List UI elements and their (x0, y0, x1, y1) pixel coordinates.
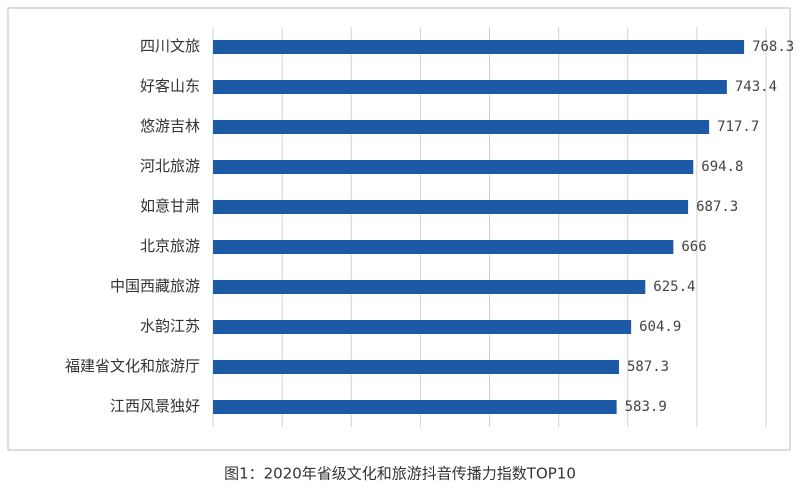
caption: 图1：2020年省级文化和旅游抖音传播力指数TOP10 (224, 465, 576, 483)
value-label: 717.7 (717, 119, 759, 135)
bar (213, 120, 710, 134)
value-label: 583.9 (625, 399, 667, 415)
value-label: 666 (681, 239, 706, 255)
category-label: 好客山东 (140, 77, 200, 95)
category-label: 福建省文化和旅游厅 (65, 357, 200, 375)
category-label: 河北旅游 (140, 157, 200, 175)
bar (213, 240, 674, 254)
category-label: 如意甘肃 (140, 197, 200, 215)
value-label: 625.4 (653, 279, 695, 295)
category-label: 北京旅游 (140, 237, 200, 255)
value-label: 604.9 (639, 319, 681, 335)
bar (213, 280, 646, 294)
bar (213, 40, 745, 54)
category-label: 水韵江苏 (140, 317, 200, 335)
value-label: 694.8 (701, 159, 743, 175)
chart-frame (7, 7, 791, 451)
category-label: 悠游吉林 (140, 117, 200, 135)
bar (213, 160, 694, 174)
bar (213, 320, 632, 334)
value-label: 743.4 (735, 79, 777, 95)
bar (213, 80, 727, 94)
category-label: 江西风景独好 (110, 397, 200, 415)
bar (213, 200, 689, 214)
value-label: 587.3 (627, 359, 669, 375)
value-label: 687.3 (696, 199, 738, 215)
value-label: 768.3 (752, 39, 794, 55)
category-label: 中国西藏旅游 (110, 277, 200, 295)
bar (213, 400, 617, 414)
bar (213, 360, 619, 374)
category-label: 四川文旅 (140, 37, 200, 55)
